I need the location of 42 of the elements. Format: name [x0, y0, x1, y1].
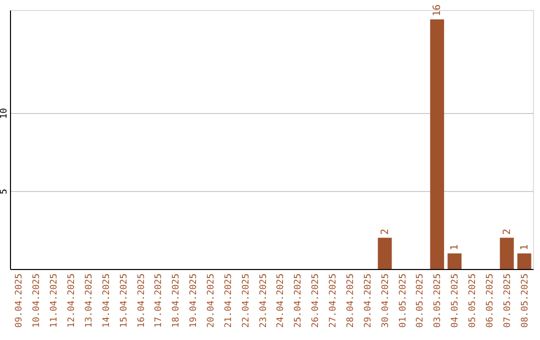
x-tick-label: 29.04.2025 — [363, 274, 374, 328]
x-tick-label: 13.04.2025 — [84, 274, 94, 328]
x-tick-label: 04.05.2025 — [450, 274, 461, 328]
x-tick-label: 24.04.2025 — [276, 274, 286, 328]
x-tick-label: 23.04.2025 — [258, 274, 269, 328]
x-tick-label: 02.05.2025 — [416, 274, 426, 328]
bar — [517, 253, 532, 269]
x-tick-label: 12.04.2025 — [67, 274, 78, 328]
x-tick-label: 25.04.2025 — [294, 274, 304, 328]
bar — [500, 238, 514, 269]
data-label: 1 — [450, 244, 461, 250]
x-tick-label: 14.04.2025 — [102, 274, 112, 328]
data-label: 1 — [519, 244, 530, 250]
x-tick-label: 17.04.2025 — [154, 274, 164, 328]
x-tick-label: 26.04.2025 — [311, 274, 322, 328]
x-tick-label: 06.05.2025 — [485, 274, 496, 328]
x-tick-label: 27.04.2025 — [328, 274, 339, 328]
x-tick-label: 08.05.2025 — [520, 274, 530, 328]
x-tick-label: 30.04.2025 — [380, 274, 391, 328]
data-label: 2 — [380, 228, 391, 235]
data-label: 16 — [432, 4, 444, 16]
x-tick-label: 05.05.2025 — [468, 274, 478, 328]
bar — [378, 238, 392, 269]
x-tick-label: 19.04.2025 — [189, 274, 200, 328]
x-tick-label: 16.04.2025 — [136, 274, 147, 328]
x-tick-label: 22.04.2025 — [241, 274, 252, 328]
x-tick-label: 09.04.2025 — [14, 274, 25, 328]
x-tick-label: 10.04.2025 — [32, 274, 42, 328]
y-tick-label: 10 — [0, 108, 10, 119]
x-tick-label: 18.04.2025 — [172, 274, 182, 328]
x-tick-label: 21.04.2025 — [224, 274, 234, 328]
x-tick-label: 28.04.2025 — [346, 274, 356, 328]
x-tick-label: 15.04.2025 — [119, 274, 130, 328]
bar — [448, 253, 462, 269]
bar — [430, 19, 444, 269]
data-label: 2 — [502, 228, 513, 235]
x-tick-label: 03.05.2025 — [433, 274, 444, 328]
x-tick-label: 11.04.2025 — [50, 274, 60, 328]
x-tick-label: 07.05.2025 — [502, 274, 513, 328]
x-tick-label: 20.04.2025 — [206, 274, 216, 328]
y-tick-label: 5 — [0, 188, 10, 194]
x-tick-label: 01.05.2025 — [398, 274, 408, 328]
